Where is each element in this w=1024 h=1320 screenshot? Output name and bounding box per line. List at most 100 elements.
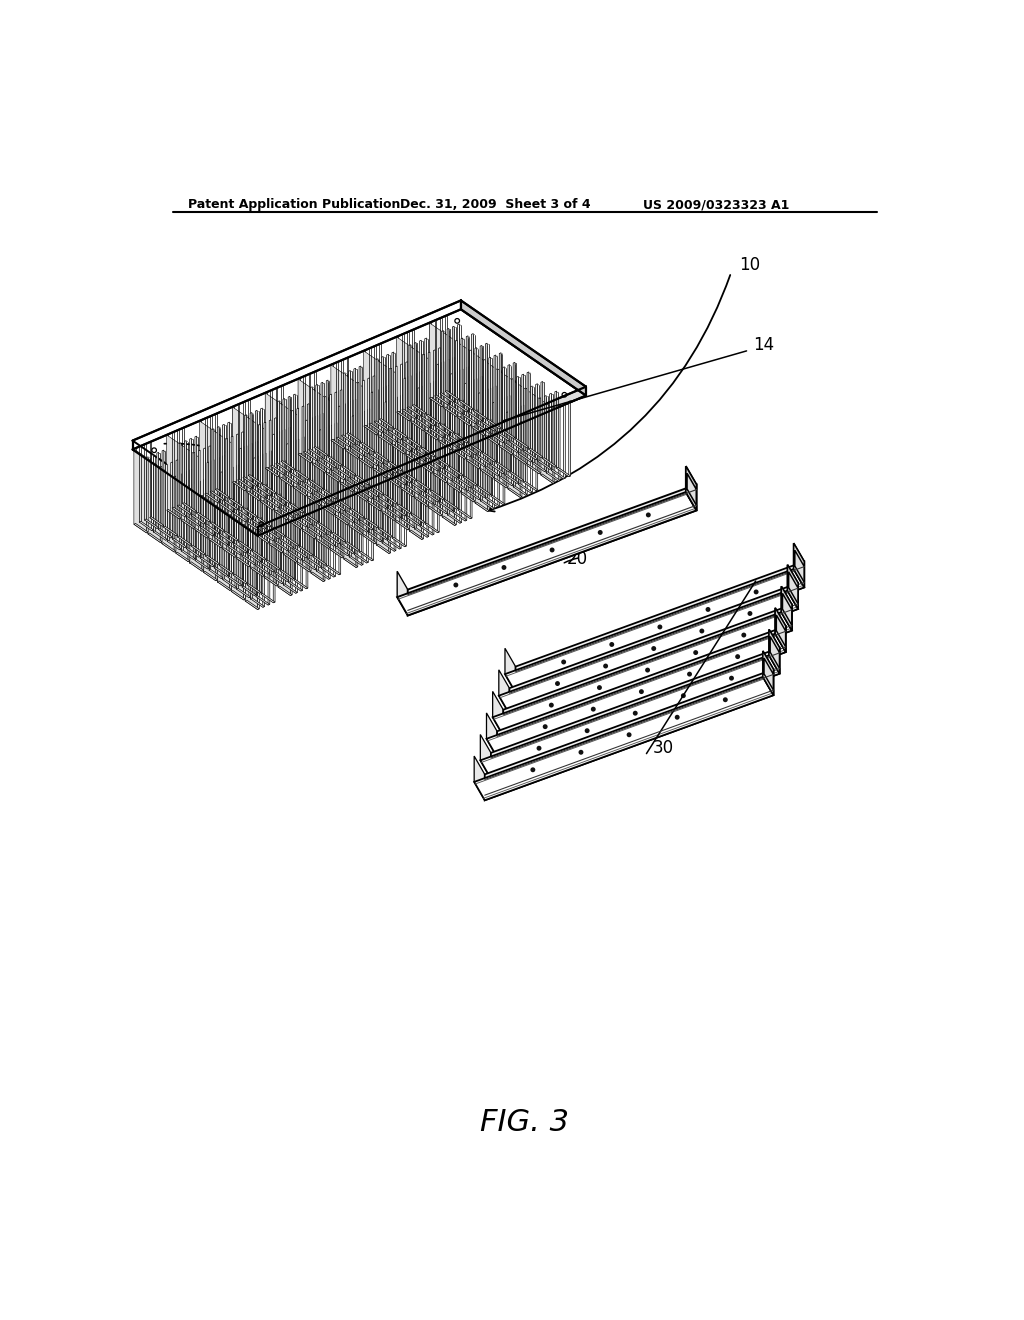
Polygon shape <box>389 478 390 553</box>
Polygon shape <box>420 525 434 535</box>
Polygon shape <box>408 484 696 615</box>
Polygon shape <box>423 416 425 492</box>
Polygon shape <box>421 447 435 457</box>
Polygon shape <box>526 389 539 474</box>
Polygon shape <box>415 422 427 507</box>
Polygon shape <box>480 395 493 478</box>
Polygon shape <box>250 598 264 607</box>
Polygon shape <box>510 471 524 480</box>
Polygon shape <box>368 409 370 484</box>
Polygon shape <box>484 421 485 498</box>
Polygon shape <box>460 447 462 523</box>
Circle shape <box>627 733 632 738</box>
Polygon shape <box>424 430 438 440</box>
Polygon shape <box>242 556 256 565</box>
Polygon shape <box>329 473 330 548</box>
Polygon shape <box>416 480 430 490</box>
Polygon shape <box>356 491 357 568</box>
Polygon shape <box>428 352 430 428</box>
Polygon shape <box>473 409 487 420</box>
Polygon shape <box>787 565 798 609</box>
Polygon shape <box>222 474 234 557</box>
Polygon shape <box>336 437 350 446</box>
Polygon shape <box>408 438 422 447</box>
Polygon shape <box>146 457 148 533</box>
Polygon shape <box>490 495 505 504</box>
Polygon shape <box>378 528 392 537</box>
Polygon shape <box>269 544 284 553</box>
Polygon shape <box>475 347 476 424</box>
Polygon shape <box>377 451 379 528</box>
Polygon shape <box>456 371 458 447</box>
Polygon shape <box>445 407 447 483</box>
Polygon shape <box>794 544 804 587</box>
Polygon shape <box>256 441 257 517</box>
Polygon shape <box>200 527 214 536</box>
Polygon shape <box>200 557 214 566</box>
Polygon shape <box>390 430 392 506</box>
Polygon shape <box>459 400 473 409</box>
Polygon shape <box>294 395 295 470</box>
Polygon shape <box>202 495 204 572</box>
Polygon shape <box>480 655 779 779</box>
Polygon shape <box>411 346 423 430</box>
Polygon shape <box>254 488 256 565</box>
Polygon shape <box>357 445 359 520</box>
Polygon shape <box>402 471 417 480</box>
Polygon shape <box>249 491 251 566</box>
Polygon shape <box>400 519 415 528</box>
Polygon shape <box>425 492 439 502</box>
Polygon shape <box>456 341 458 416</box>
Polygon shape <box>458 323 460 400</box>
Polygon shape <box>518 483 532 492</box>
Polygon shape <box>453 450 466 459</box>
Polygon shape <box>349 433 351 508</box>
Polygon shape <box>429 323 442 407</box>
Polygon shape <box>387 385 389 461</box>
Polygon shape <box>216 504 218 581</box>
Polygon shape <box>350 446 365 457</box>
Polygon shape <box>231 436 232 512</box>
Polygon shape <box>221 503 223 578</box>
Polygon shape <box>474 677 773 800</box>
Polygon shape <box>334 470 335 546</box>
Polygon shape <box>382 388 383 463</box>
Polygon shape <box>302 560 316 570</box>
Polygon shape <box>399 473 401 549</box>
Polygon shape <box>171 462 172 539</box>
Polygon shape <box>434 395 449 404</box>
Polygon shape <box>387 354 388 430</box>
Polygon shape <box>437 457 439 533</box>
Polygon shape <box>227 577 242 586</box>
Polygon shape <box>447 359 450 436</box>
Polygon shape <box>453 326 454 403</box>
Polygon shape <box>280 403 292 486</box>
Polygon shape <box>290 503 304 513</box>
Polygon shape <box>525 388 527 465</box>
Polygon shape <box>465 414 467 490</box>
Polygon shape <box>182 503 197 512</box>
Polygon shape <box>237 589 251 598</box>
Circle shape <box>597 685 602 690</box>
Polygon shape <box>323 490 337 499</box>
Polygon shape <box>341 434 355 445</box>
Polygon shape <box>300 453 302 529</box>
Polygon shape <box>238 510 252 520</box>
Polygon shape <box>361 458 362 535</box>
Polygon shape <box>250 492 262 577</box>
Polygon shape <box>438 471 453 480</box>
Circle shape <box>579 750 584 755</box>
Polygon shape <box>191 515 206 524</box>
Polygon shape <box>290 473 304 482</box>
Polygon shape <box>416 450 430 459</box>
Polygon shape <box>493 433 495 510</box>
Polygon shape <box>503 605 792 735</box>
Polygon shape <box>429 414 430 490</box>
Polygon shape <box>451 404 453 480</box>
Text: Patent Application Publication: Patent Application Publication <box>188 198 400 211</box>
Polygon shape <box>283 399 285 475</box>
Polygon shape <box>485 436 500 445</box>
Polygon shape <box>322 568 336 577</box>
Polygon shape <box>231 590 246 599</box>
Polygon shape <box>315 465 329 548</box>
